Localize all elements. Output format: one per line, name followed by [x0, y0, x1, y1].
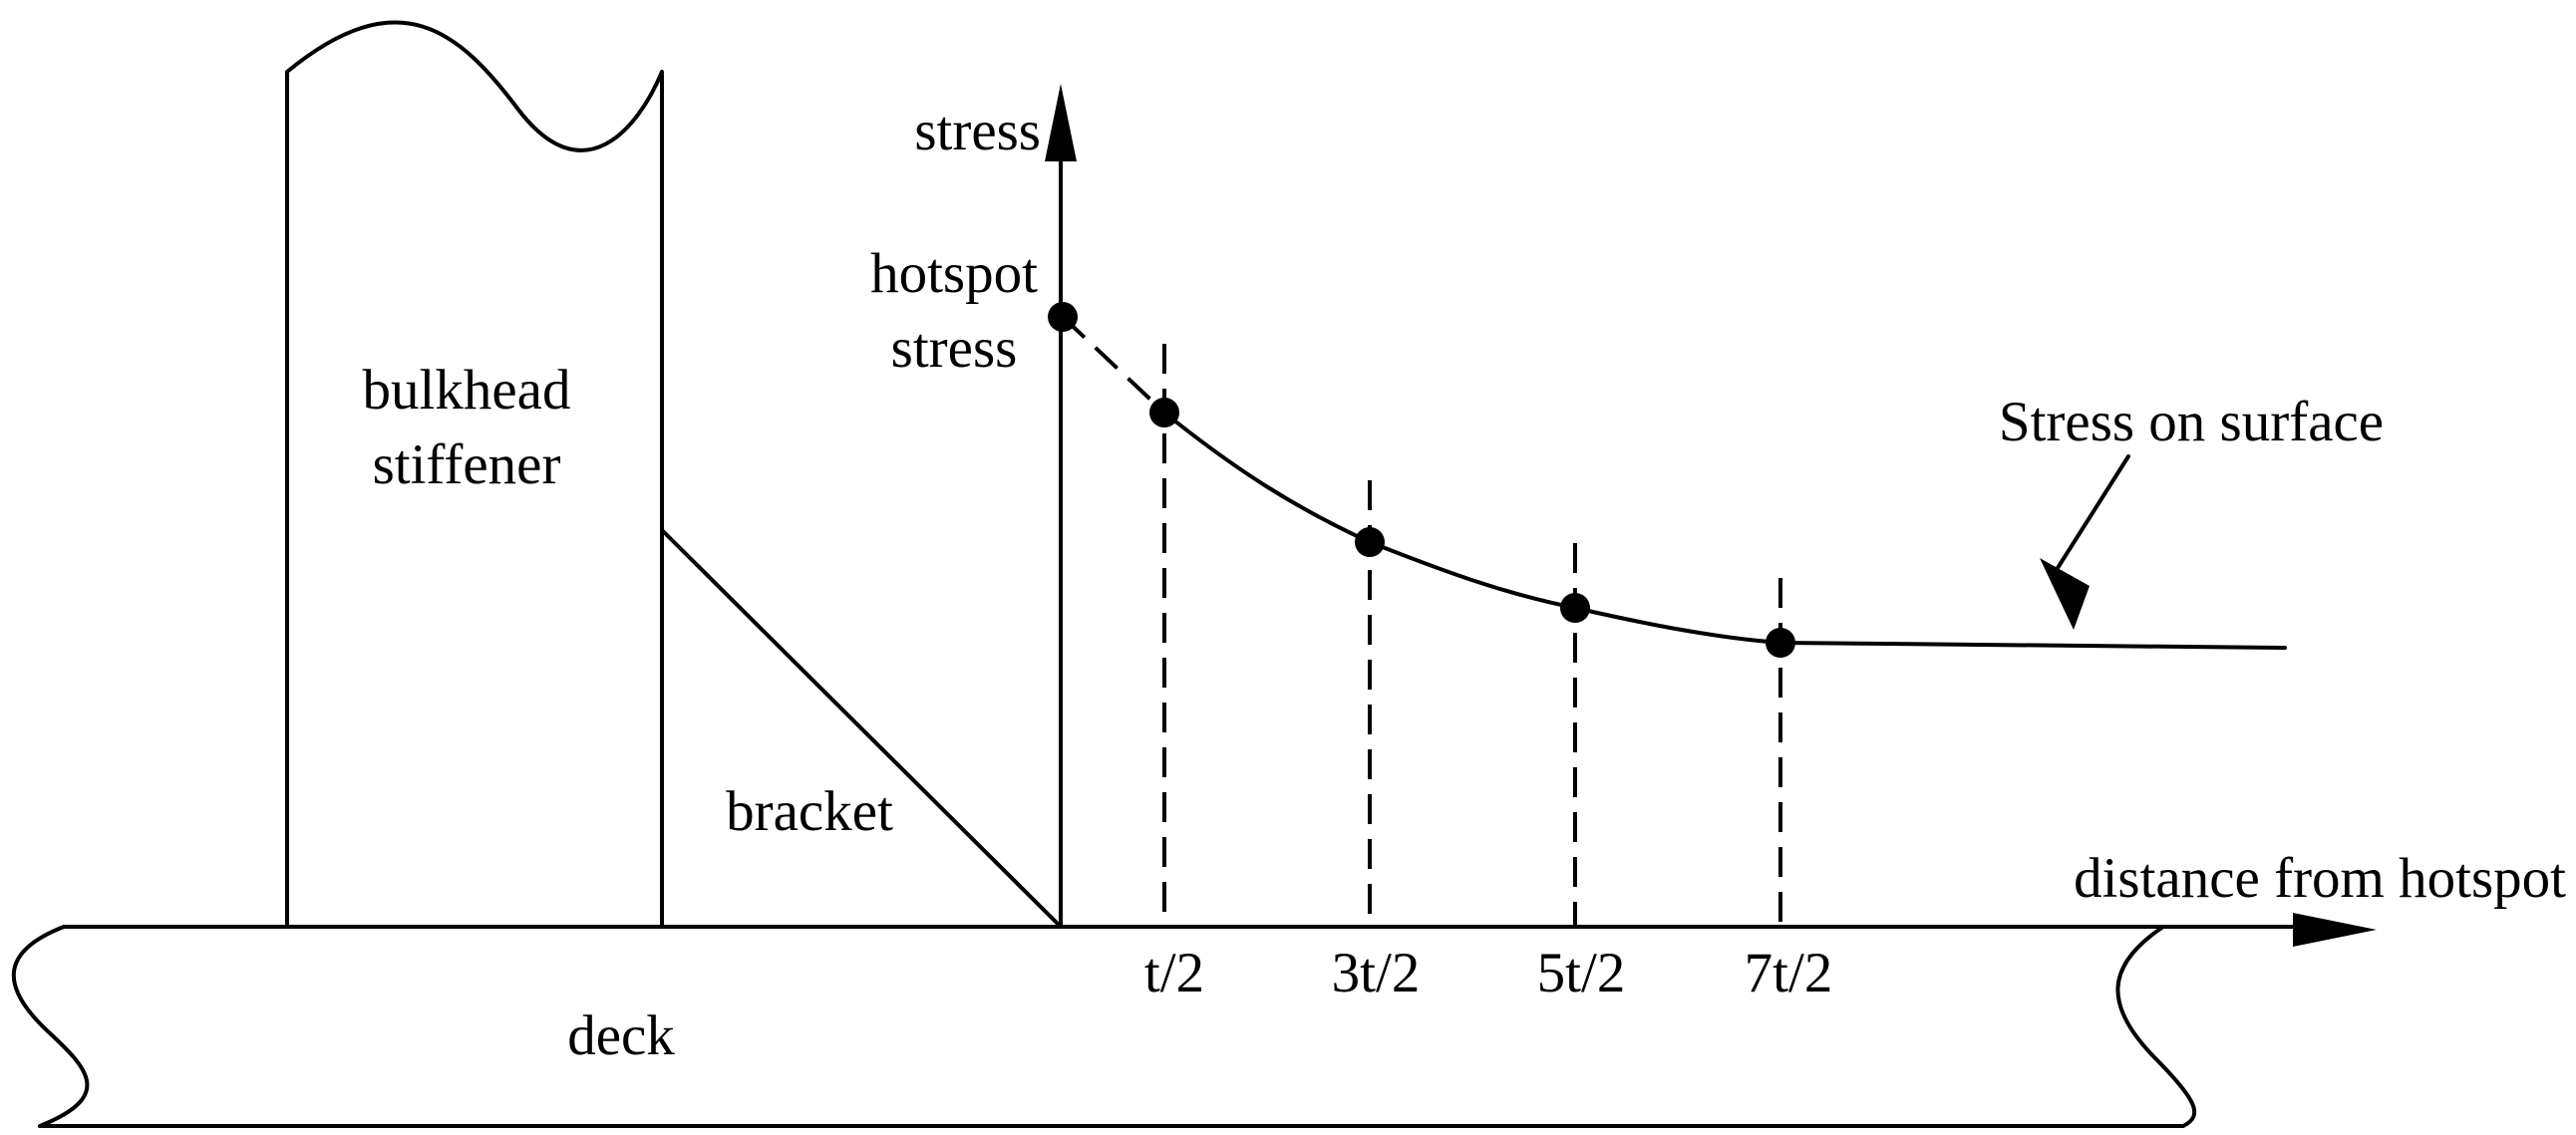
deck-label: deck	[567, 1004, 675, 1067]
point-t-2	[1149, 398, 1179, 427]
tick-label-5t-2: 5t/2	[1537, 942, 1626, 1004]
callout-arrowhead	[2040, 558, 2090, 630]
stress-axis-arrowhead	[1045, 84, 1077, 161]
distance-axis-label: distance from hotspot	[2074, 847, 2566, 910]
point-7t-2	[1766, 628, 1795, 658]
stress-axis-label: stress	[914, 100, 1041, 162]
hotspot-label-line1: hotspot	[870, 242, 1038, 305]
surface-callout-label: Stress on surface	[1999, 391, 2384, 453]
surface-stress-curve	[1162, 411, 2287, 650]
bracket-label: bracket	[726, 780, 893, 843]
tick-label-t-2: t/2	[1144, 942, 1204, 1004]
hotspot-label-line2: stress	[891, 317, 1018, 380]
bracket-edge	[660, 528, 1063, 929]
extrapolation-line	[1061, 315, 1166, 415]
stress-points	[1048, 302, 1795, 658]
bulkhead-label-line1: bulkhead	[363, 359, 571, 422]
point-3t-2	[1355, 527, 1385, 557]
tick-label-7t-2: 7t/2	[1745, 942, 1833, 1004]
tick-label-3t-2: 3t/2	[1332, 942, 1421, 1004]
bulkhead-stiffener	[285, 20, 664, 929]
hotspot-point	[1048, 302, 1078, 332]
callout-arrow-shaft	[2056, 454, 2130, 570]
bulkhead-label-line2: stiffener	[373, 433, 561, 496]
distance-axis-arrowhead	[2293, 913, 2377, 947]
point-5t-2	[1560, 593, 1590, 623]
read-point-lines	[1162, 344, 1782, 927]
deck-plate	[11, 925, 2197, 1128]
